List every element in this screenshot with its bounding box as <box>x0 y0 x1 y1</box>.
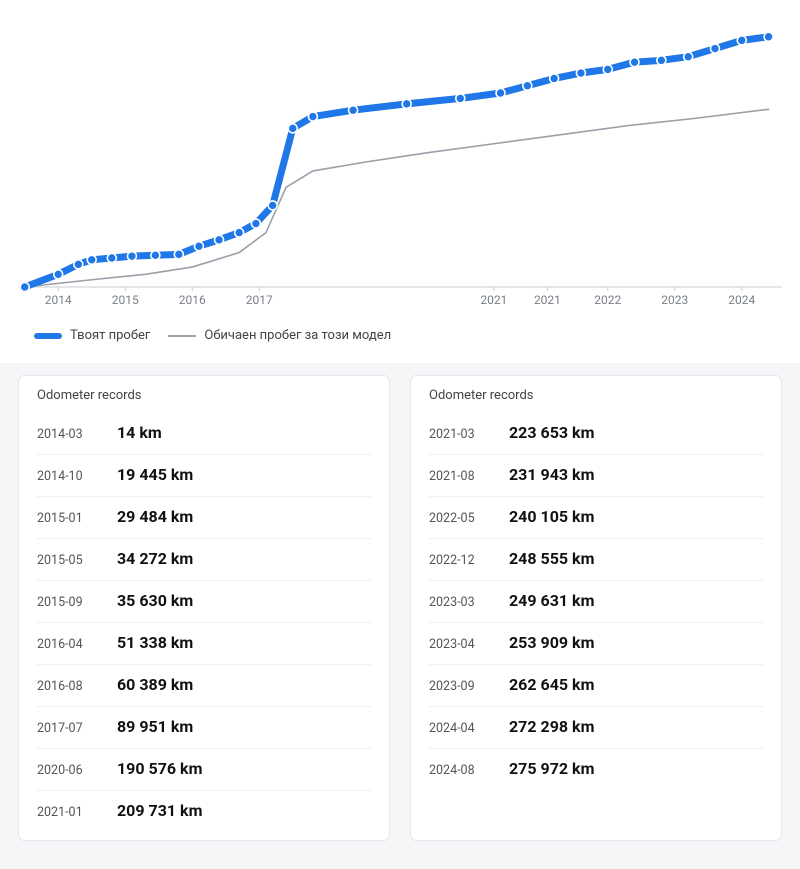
svg-text:2021: 2021 <box>480 293 507 307</box>
record-value: 29 484 km <box>117 507 193 526</box>
legend-label: Обичаен пробег за този модел <box>204 328 391 343</box>
record-value: 272 298 km <box>509 717 594 736</box>
record-value: 231 943 km <box>509 465 594 484</box>
record-value: 253 909 km <box>509 633 594 652</box>
record-value: 51 338 km <box>117 633 193 652</box>
mileage-line-chart: 2014 2015 2016 2017 2021 2021 2022 2023 2024 <box>8 0 792 320</box>
record-date: 2023-04 <box>429 637 509 652</box>
table-row: 2020-06190 576 km <box>37 749 371 791</box>
card-title: Odometer records <box>37 388 371 403</box>
record-value: 240 105 km <box>509 507 594 526</box>
record-date: 2015-05 <box>37 553 117 568</box>
record-value: 262 645 km <box>509 675 594 694</box>
table-row: 2023-04253 909 km <box>429 623 763 665</box>
record-date: 2024-08 <box>429 763 509 778</box>
record-date: 2022-05 <box>429 511 509 526</box>
table-row: 2015-0935 630 km <box>37 581 371 623</box>
record-value: 19 445 km <box>117 465 193 484</box>
record-value: 34 272 km <box>117 549 193 568</box>
table-row: 2022-12248 555 km <box>429 539 763 581</box>
record-value: 248 555 km <box>509 549 594 568</box>
record-value: 223 653 km <box>509 423 594 442</box>
table-row: 2017-0789 951 km <box>37 707 371 749</box>
table-row: 2016-0451 338 km <box>37 623 371 665</box>
record-value: 14 km <box>117 423 162 442</box>
legend-item: Обичаен пробег за този модел <box>168 328 391 343</box>
table-row: 2022-05240 105 km <box>429 497 763 539</box>
odometer-rows: 2014-0314 km2014-1019 445 km2015-0129 48… <box>37 413 371 832</box>
table-row: 2021-03223 653 km <box>429 413 763 455</box>
table-row: 2015-0129 484 km <box>37 497 371 539</box>
svg-text:2016: 2016 <box>179 293 206 307</box>
svg-text:2021: 2021 <box>534 293 561 307</box>
record-date: 2022-12 <box>429 553 509 568</box>
record-date: 2015-09 <box>37 595 117 610</box>
legend-swatch <box>34 333 62 339</box>
odometer-cards: Odometer records 2014-0314 km2014-1019 4… <box>0 363 800 869</box>
table-row: 2014-0314 km <box>37 413 371 455</box>
record-date: 2017-07 <box>37 721 117 736</box>
odometer-card-left: Odometer records 2014-0314 km2014-1019 4… <box>18 375 390 841</box>
record-date: 2023-03 <box>429 595 509 610</box>
record-value: 60 389 km <box>117 675 193 694</box>
record-date: 2021-03 <box>429 427 509 442</box>
record-value: 209 731 km <box>117 801 202 820</box>
record-date: 2016-04 <box>37 637 117 652</box>
card-title: Odometer records <box>429 388 763 403</box>
table-row: 2021-08231 943 km <box>429 455 763 497</box>
chart-legend: Твоят пробег Обичаен пробег за този модел <box>8 320 792 353</box>
table-row: 2023-09262 645 km <box>429 665 763 707</box>
table-row: 2016-0860 389 km <box>37 665 371 707</box>
record-date: 2024-04 <box>429 721 509 736</box>
svg-text:2023: 2023 <box>661 293 688 307</box>
record-value: 35 630 km <box>117 591 193 610</box>
record-date: 2021-01 <box>37 805 117 820</box>
chart-container: 2014 2015 2016 2017 2021 2021 2022 2023 2024 Тво… <box>0 0 800 363</box>
record-date: 2016-08 <box>37 679 117 694</box>
record-date: 2021-08 <box>429 469 509 484</box>
legend-item: Твоят пробег <box>34 328 150 343</box>
record-value: 275 972 km <box>509 759 594 778</box>
table-row: 2024-04272 298 km <box>429 707 763 749</box>
table-row: 2024-08275 972 km <box>429 749 763 790</box>
record-date: 2014-03 <box>37 427 117 442</box>
record-date: 2015-01 <box>37 511 117 526</box>
svg-text:2015: 2015 <box>112 293 139 307</box>
record-date: 2023-09 <box>429 679 509 694</box>
record-value: 249 631 km <box>509 591 594 610</box>
record-date: 2014-10 <box>37 469 117 484</box>
legend-label: Твоят пробег <box>70 328 150 343</box>
table-row: 2014-1019 445 km <box>37 455 371 497</box>
svg-text:2017: 2017 <box>246 293 273 307</box>
table-row: 2015-0534 272 km <box>37 539 371 581</box>
svg-text:2022: 2022 <box>594 293 621 307</box>
odometer-rows: 2021-03223 653 km2021-08231 943 km2022-0… <box>429 413 763 790</box>
table-row: 2021-01209 731 km <box>37 791 371 832</box>
svg-text:2014: 2014 <box>45 293 72 307</box>
record-date: 2020-06 <box>37 763 117 778</box>
table-row: 2023-03249 631 km <box>429 581 763 623</box>
record-value: 190 576 km <box>117 759 202 778</box>
legend-swatch <box>168 335 196 337</box>
record-value: 89 951 km <box>117 717 193 736</box>
svg-text:2024: 2024 <box>728 293 755 307</box>
odometer-card-right: Odometer records 2021-03223 653 km2021-0… <box>410 375 782 841</box>
